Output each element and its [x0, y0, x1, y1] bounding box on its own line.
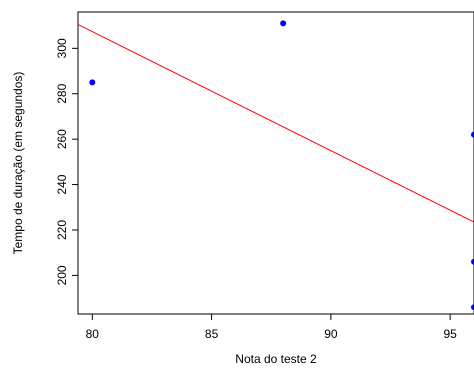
y-axis-label: Tempo de duração (em segundos): [11, 72, 25, 255]
data-point: [471, 131, 474, 138]
regression-line: [77, 24, 474, 223]
y-tick-label: 280: [55, 83, 69, 103]
y-tick-label: 220: [55, 220, 69, 240]
x-axis: 80 85 90 95: [86, 314, 457, 341]
y-tick-label: 260: [55, 129, 69, 149]
data-point: [89, 79, 96, 86]
x-tick-label: 85: [205, 327, 219, 341]
x-tick-label: 90: [324, 327, 338, 341]
data-point: [471, 304, 474, 311]
plot-frame: [77, 11, 474, 315]
y-axis: 200 220 240 260 280 300: [55, 38, 78, 285]
x-tick-label: 80: [86, 327, 100, 341]
x-tick-label: 95: [443, 327, 457, 341]
data-point: [280, 20, 287, 27]
data-point: [471, 258, 474, 265]
x-axis-label: Nota do teste 2: [235, 352, 317, 366]
y-tick-label: 200: [55, 265, 69, 285]
y-tick-label: 240: [55, 174, 69, 194]
plot-area: [77, 20, 474, 311]
y-tick-label: 300: [55, 38, 69, 58]
